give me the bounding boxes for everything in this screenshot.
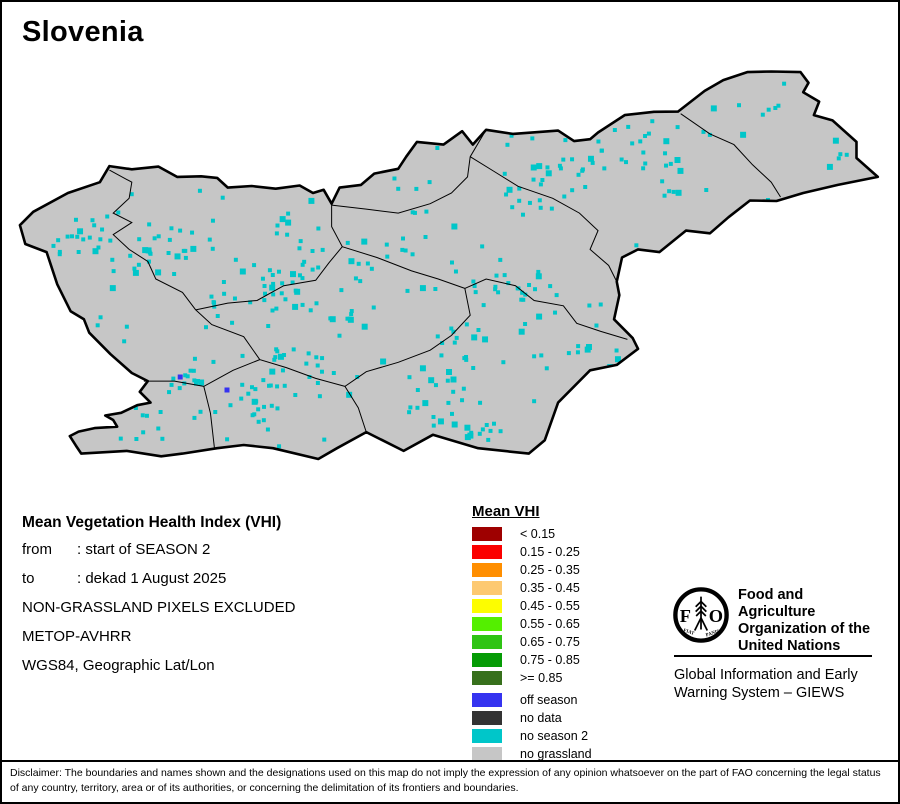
legend-label: >= 0.85 bbox=[520, 671, 563, 685]
info-row-value: : dekad 1 August 2025 bbox=[77, 570, 227, 587]
svg-text:FIAT: FIAT bbox=[683, 629, 696, 637]
info-row-label: from bbox=[22, 541, 52, 558]
legend-row: off season bbox=[472, 691, 592, 709]
legend-extra-list: off season no data no season 2 no grassland bbox=[472, 691, 592, 763]
legend-swatch bbox=[472, 599, 502, 613]
svg-text:PANIS: PANIS bbox=[705, 629, 720, 638]
legend-label: 0.25 - 0.35 bbox=[520, 563, 580, 577]
legend-row: 0.75 - 0.85 bbox=[472, 651, 592, 669]
legend-label: 0.75 - 0.85 bbox=[520, 653, 580, 667]
legend-class-list: < 0.15 0.15 - 0.25 0.25 - 0.35 0.35 - 0.45 0… bbox=[472, 525, 592, 687]
info-row-from: from : start of SEASON 2 bbox=[22, 535, 295, 564]
legend-swatch bbox=[472, 747, 502, 761]
legend-row: >= 0.85 bbox=[472, 669, 592, 687]
divider bbox=[674, 655, 872, 657]
vhi-legend: Mean VHI < 0.15 0.15 - 0.25 0.25 - 0.35 0.3… bbox=[472, 503, 592, 763]
legend-swatch bbox=[472, 671, 502, 685]
legend-label: no data bbox=[520, 711, 562, 725]
legend-label: no season 2 bbox=[520, 729, 589, 743]
legend-row: 0.25 - 0.35 bbox=[472, 561, 592, 579]
legend-row: 0.45 - 0.55 bbox=[472, 597, 592, 615]
legend-label: 0.65 - 0.75 bbox=[520, 635, 580, 649]
legend-row: no data bbox=[472, 709, 592, 727]
svg-text:F: F bbox=[680, 606, 691, 626]
info-line-sensor: METOP-AVHRR bbox=[22, 628, 132, 645]
info-row-value: : start of SEASON 2 bbox=[77, 541, 211, 558]
legend-swatch bbox=[472, 527, 502, 541]
legend-row: no grassland bbox=[472, 745, 592, 763]
vhi-info-heading: Mean Vegetation Health Index (VHI) bbox=[22, 514, 282, 531]
page-title: Slovenia bbox=[22, 16, 144, 48]
legend-swatch bbox=[472, 581, 502, 595]
info-row-to: to : dekad 1 August 2025 bbox=[22, 564, 295, 593]
org-unit: Global Information and Early Warning Sys… bbox=[674, 667, 858, 701]
legend-label: off season bbox=[520, 693, 578, 707]
info-line-exclusion: NON-GRASSLAND PIXELS EXCLUDED bbox=[22, 599, 296, 616]
legend-row: < 0.15 bbox=[472, 525, 592, 543]
info-row-label: to bbox=[22, 570, 35, 587]
legend-label: < 0.15 bbox=[520, 527, 556, 541]
slovenia-map bbox=[18, 70, 880, 461]
legend-swatch bbox=[472, 711, 502, 725]
legend-swatch bbox=[472, 617, 502, 631]
legend-swatch bbox=[472, 545, 502, 559]
vhi-info-block: Mean Vegetation Health Index (VHI) from:… bbox=[22, 511, 295, 680]
legend-label: no grassland bbox=[520, 747, 592, 761]
fao-block: F O FIAT PANIS Food and Agriculture Orga… bbox=[672, 584, 880, 704]
svg-text:O: O bbox=[709, 606, 723, 626]
org-name: Food and Agriculture Organization of the… bbox=[738, 587, 871, 654]
legend-title: Mean VHI bbox=[472, 503, 540, 520]
wheat-ear-icon bbox=[693, 596, 709, 631]
legend-label: 0.55 - 0.65 bbox=[520, 617, 580, 631]
legend-label: 0.15 - 0.25 bbox=[520, 545, 580, 559]
legend-row: 0.35 - 0.45 bbox=[472, 579, 592, 597]
legend-row: 0.65 - 0.75 bbox=[472, 633, 592, 651]
legend-label: 0.35 - 0.45 bbox=[520, 581, 580, 595]
info-line-projection: WGS84, Geographic Lat/Lon bbox=[22, 657, 215, 674]
legend-row: 0.55 - 0.65 bbox=[472, 615, 592, 633]
fao-logo-icon: F O FIAT PANIS bbox=[673, 587, 729, 643]
legend-row: 0.15 - 0.25 bbox=[472, 543, 592, 561]
legend-label: 0.45 - 0.55 bbox=[520, 599, 580, 613]
legend-swatch bbox=[472, 729, 502, 743]
legend-swatch bbox=[472, 635, 502, 649]
legend-swatch bbox=[472, 653, 502, 667]
legend-row: no season 2 bbox=[472, 727, 592, 745]
disclaimer-text: Disclaimer: The boundaries and names sho… bbox=[2, 760, 898, 802]
legend-swatch bbox=[472, 693, 502, 707]
legend-swatch bbox=[472, 563, 502, 577]
